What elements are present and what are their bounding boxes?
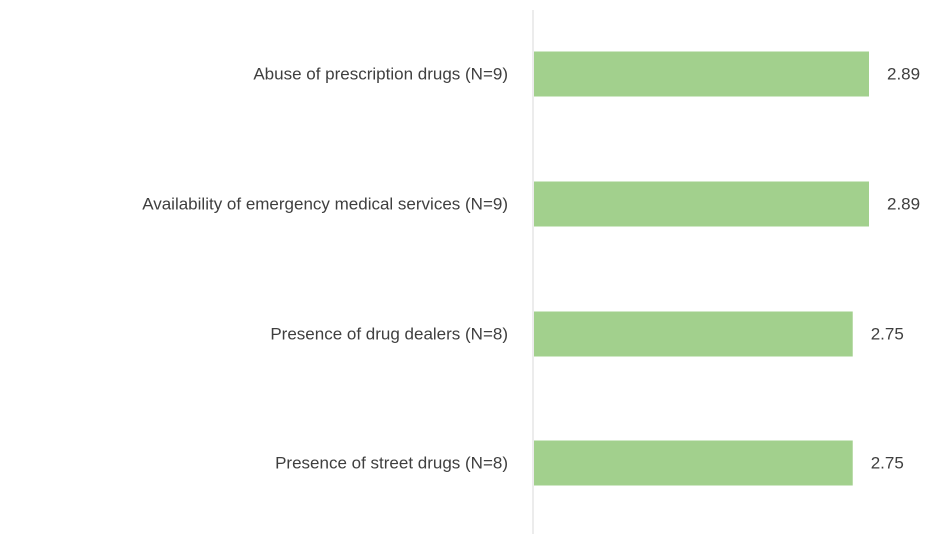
value-label: 2.89 <box>887 65 920 84</box>
bar <box>534 440 853 486</box>
value-label: 2.89 <box>887 195 920 214</box>
bar <box>534 51 869 97</box>
bar <box>534 311 853 357</box>
value-label: 2.75 <box>871 454 904 473</box>
value-labels: 2.89 2.89 2.75 2.75 <box>871 65 920 473</box>
category-label: Abuse of prescription drugs (N=9) <box>253 65 508 84</box>
category-label: Presence of drug dealers (N=8) <box>270 325 508 344</box>
bar <box>534 181 869 227</box>
category-labels: Abuse of prescription drugs (N=9) Availab… <box>142 65 508 473</box>
category-label: Availability of emergency medical servic… <box>142 195 508 214</box>
value-label: 2.75 <box>871 325 904 344</box>
category-label: Presence of street drugs (N=8) <box>275 454 508 473</box>
bars <box>534 51 869 486</box>
